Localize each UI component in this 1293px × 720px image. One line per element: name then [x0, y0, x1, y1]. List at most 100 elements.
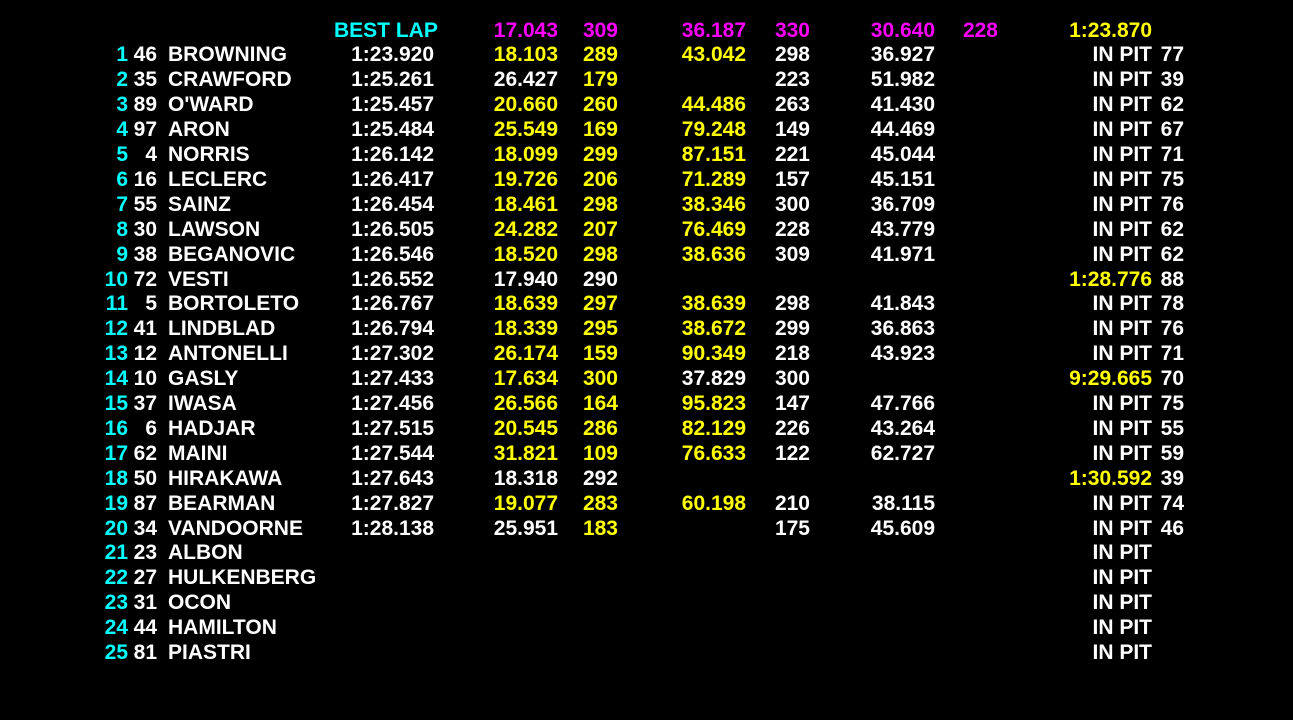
cell-position: 6 — [116, 167, 128, 191]
cell-position: 16 — [104, 416, 128, 440]
cell-speed2: 299 — [774, 317, 810, 341]
cell-sector2: 37.829 — [681, 367, 746, 391]
cell-position: 22 — [104, 566, 128, 590]
cell-last-lap: IN PIT — [1092, 491, 1152, 515]
cell-sector1: 25.951 — [493, 516, 558, 540]
cell-driver-name: SAINZ — [168, 192, 231, 216]
cell-sector3: 43.779 — [870, 217, 935, 241]
cell-position: 19 — [104, 491, 128, 515]
cell-best-lap: 1:26.546 — [351, 242, 434, 266]
cell-car-number: 41 — [133, 317, 157, 341]
cell-sector1: 19.726 — [493, 167, 558, 191]
cell-last-lap: IN PIT — [1092, 217, 1152, 241]
cell-position: 25 — [104, 641, 128, 664]
cell-last-lap: 1:23.870 — [1069, 18, 1152, 42]
cell-best-lap: 1:25.484 — [351, 118, 434, 142]
cell-driver-name: BROWNING — [168, 43, 287, 67]
cell-position: 3 — [116, 93, 128, 117]
cell-sector2: 71.289 — [681, 167, 746, 191]
cell-sector2: 38.636 — [681, 242, 746, 266]
cell-speed2: 122 — [774, 441, 810, 465]
cell-driver-name: ARON — [168, 118, 230, 142]
cell-driver-name: HADJAR — [168, 416, 256, 440]
cell-speed2: 210 — [774, 491, 810, 515]
cell-driver-name: OCON — [168, 591, 231, 615]
cell-laps: 74 — [1160, 491, 1184, 515]
cell-position: 14 — [104, 367, 128, 391]
cell-laps: 76 — [1160, 192, 1184, 216]
cell-laps: 77 — [1160, 43, 1184, 67]
cell-driver-name: LECLERC — [168, 167, 268, 191]
cell-last-lap: IN PIT — [1092, 516, 1152, 540]
cell-driver-name: LAWSON — [168, 217, 261, 241]
cell-car-number: 97 — [133, 118, 157, 142]
cell-sector1: 18.103 — [493, 43, 558, 67]
cell-car-number: 16 — [133, 167, 157, 191]
cell-last-lap: IN PIT — [1092, 68, 1152, 92]
cell-sector1: 19.077 — [493, 491, 558, 515]
cell-speed1: 109 — [582, 441, 618, 465]
cell-speed2: 298 — [774, 43, 810, 67]
cell-last-lap: IN PIT — [1092, 566, 1152, 590]
cell-position: 8 — [116, 217, 128, 241]
cell-best-lap: 1:27.302 — [351, 342, 434, 366]
cell-sector3: 36.863 — [870, 317, 935, 341]
cell-position: 2 — [116, 68, 128, 92]
cell-sector2: 43.042 — [681, 43, 746, 67]
cell-car-number: 10 — [133, 367, 157, 391]
cell-sector3: 30.640 — [870, 18, 935, 42]
cell-driver-name: HULKENBERG — [168, 566, 317, 590]
cell-best-lap: 1:25.261 — [351, 68, 434, 92]
cell-sector1: 18.318 — [493, 466, 558, 490]
cell-last-lap: IN PIT — [1092, 392, 1152, 415]
cell-speed2: 330 — [774, 18, 810, 42]
cell-sector1: 20.660 — [493, 93, 558, 117]
cell-sector1: 18.461 — [493, 192, 558, 216]
cell-best-lap: 1:27.827 — [351, 491, 434, 515]
cell-car-number: 23 — [133, 541, 157, 565]
cell-last-lap: IN PIT — [1092, 317, 1152, 341]
cell-speed1: 290 — [582, 267, 618, 291]
cell-last-lap: IN PIT — [1092, 292, 1152, 316]
cell-best-lap: 1:26.142 — [351, 143, 434, 166]
cell-laps: 55 — [1160, 416, 1184, 440]
cell-sector3: 62.727 — [870, 441, 935, 465]
cell-best-lap: 1:27.544 — [351, 441, 434, 465]
cell-last-lap: IN PIT — [1092, 416, 1152, 440]
cell-best-lap: 1:26.505 — [351, 217, 434, 241]
cell-position: 10 — [104, 267, 128, 291]
cell-speed1: 292 — [582, 466, 618, 490]
cell-laps: 62 — [1160, 242, 1184, 266]
cell-speed1: 300 — [582, 367, 618, 391]
cell-speed1: 179 — [582, 68, 618, 92]
cell-best-lap: 1:26.794 — [351, 317, 434, 341]
cell-position: 4 — [116, 118, 128, 142]
cell-speed1: 286 — [582, 416, 618, 440]
timing-row: 24 44 HAMILTON IN PIT — [0, 615, 1293, 640]
cell-car-number: 31 — [133, 591, 157, 615]
cell-car-number: 87 — [133, 491, 157, 515]
cell-laps: 75 — [1160, 167, 1184, 191]
cell-laps: 62 — [1160, 93, 1184, 117]
cell-car-number: 30 — [133, 217, 157, 241]
cell-car-number: 81 — [133, 641, 157, 664]
cell-position: 12 — [104, 317, 128, 341]
cell-best-lap: 1:27.433 — [351, 367, 434, 391]
cell-position: 21 — [104, 541, 128, 565]
cell-sector1: 31.821 — [493, 441, 558, 465]
cell-best-lap: 1:26.552 — [351, 267, 434, 291]
cell-last-lap: IN PIT — [1092, 342, 1152, 366]
cell-car-number: 50 — [133, 466, 157, 490]
best-lap-header-label: BEST LAP — [334, 18, 438, 42]
cell-speed1: 298 — [582, 242, 618, 266]
cell-sector3: 36.927 — [870, 43, 935, 67]
cell-last-lap: 1:30.592 — [1069, 466, 1152, 490]
cell-best-lap: 1:27.456 — [351, 392, 434, 415]
cell-sector3: 41.430 — [870, 93, 935, 117]
cell-driver-name: HIRAKAWA — [168, 466, 283, 490]
cell-sector2: 36.187 — [681, 18, 746, 42]
cell-sector3: 45.151 — [870, 167, 935, 191]
cell-laps: 75 — [1160, 392, 1184, 415]
cell-sector1: 26.427 — [493, 68, 558, 92]
cell-sector3: 43.264 — [870, 416, 935, 440]
